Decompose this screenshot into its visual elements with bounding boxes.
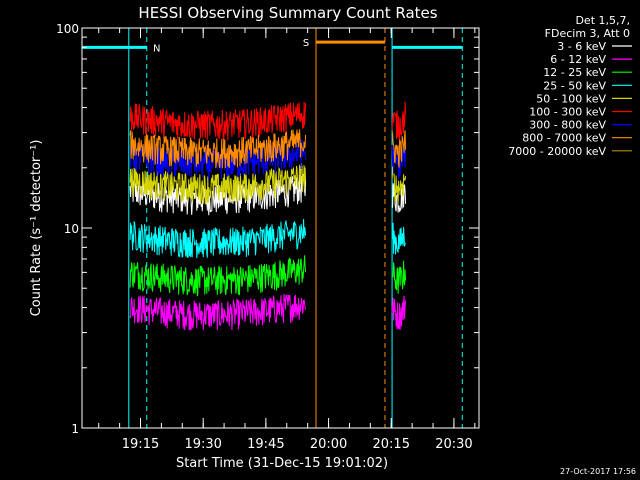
timestamp: 27-Oct-2017 17:56 [560,467,636,476]
series-line [391,222,406,255]
legend-label: 100 - 300 keV [529,106,606,119]
legend-label: 300 - 800 keV [529,119,606,132]
y-axis-label: Count Rate (s⁻¹ detector⁻¹) [29,140,44,317]
y-axis: 1 10 100 [56,22,479,436]
x-axis: 19:15 19:30 19:45 20:00 20:15 20:30 [98,28,476,452]
legend-header: FDecim 3, Att 0 [545,27,630,40]
series-layer [129,101,407,331]
series-line [129,218,307,259]
series-line [129,293,307,331]
legend-label: 800 - 7000 keV [522,132,606,145]
series-line [391,260,407,294]
y-tick-label: 10 [64,222,79,236]
series-line [391,101,407,141]
series-line [129,129,307,169]
marker-label: S [303,38,309,49]
legend-label: 6 - 12 keV [550,53,606,66]
x-tick-label: 19:30 [184,437,221,452]
marker-label: N [153,43,160,54]
x-tick-label: 20:15 [373,437,410,452]
x-tick-label: 19:45 [247,437,284,452]
x-axis-label: Start Time (31-Dec-15 19:01:02) [176,456,388,471]
series-line [129,162,307,204]
x-tick-label: 20:30 [435,437,472,452]
series-line [391,166,407,204]
x-tick-label: 20:00 [310,437,347,452]
legend-label: 7000 - 20000 keV [508,145,606,158]
series-line [129,101,307,141]
series-line [391,295,407,330]
x-tick-label: 19:15 [122,437,159,452]
series-line [391,130,407,168]
series-line [129,173,307,216]
y-tick-label: 100 [56,22,79,36]
y-tick-label: 1 [71,422,79,436]
legend-label: 12 - 25 keV [543,66,606,79]
legend-header: Det 1,5,7, [575,14,630,27]
legend-label: 3 - 6 keV [557,40,606,53]
legend-label: 50 - 100 keV [536,92,606,105]
series-line [129,255,307,297]
chart-title: HESSI Observing Summary Count Rates [138,4,437,22]
legend-label: 25 - 50 keV [543,79,606,92]
